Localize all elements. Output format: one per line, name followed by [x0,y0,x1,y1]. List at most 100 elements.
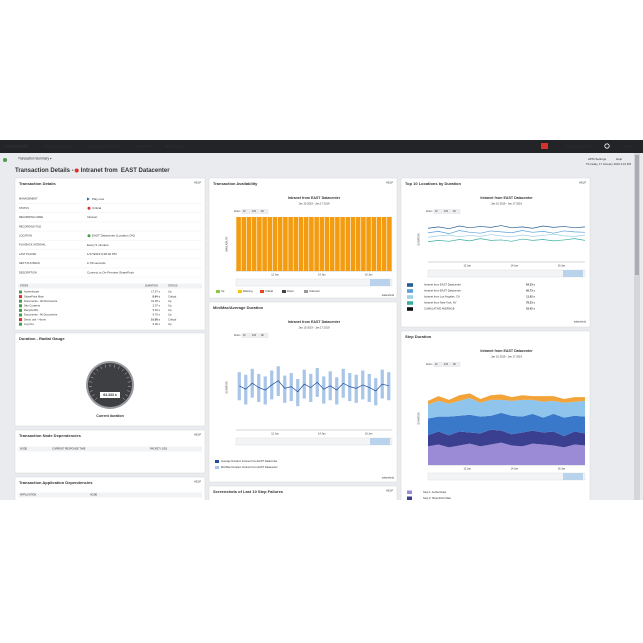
bar [251,217,257,271]
nav-menu-item[interactable]: MY DASHBOARDS ▾ [45,144,74,148]
step-status: Up [168,322,172,326]
gauge-caption: Current duration [96,414,124,418]
zoom-button[interactable] [442,209,452,214]
step-name[interactable]: Log Out [24,322,34,326]
panel-title: Screenshots of Last 10 Step Failures [213,489,284,494]
help-link[interactable]: HELP [386,489,393,493]
step-name[interactable]: Site Contents [24,304,41,308]
gauge-tick-decor [121,368,124,372]
help-link[interactable]: HELP [194,480,201,484]
location-duration: 64.33 s [526,283,535,287]
settings-link[interactable]: APM Settings [588,157,607,161]
zoom-label: 1h [243,210,246,213]
step-name[interactable]: Documents - All Documents [24,299,58,303]
navigator [427,269,586,278]
zoom-button[interactable] [241,209,251,214]
navigator-window[interactable] [370,438,390,445]
nav-menu-item[interactable]: REPORTS ▾ [135,144,152,148]
gauge-tick-decor [104,364,106,368]
help-link[interactable]: HELP [579,181,586,185]
step-name[interactable]: Authenticate [24,290,39,294]
x-tick-label: 12 Jan [463,468,471,471]
bar [345,217,351,271]
step-status: Critical [168,317,177,321]
zoom-button[interactable] [442,362,452,367]
step-name[interactable]: Demo usb - Home [24,317,46,321]
legend-label: Step 2: SharePoint Main [423,496,452,500]
chart-subtitle: Jan 10 2019 - Jan 17 2019 [299,202,330,206]
step-name[interactable]: SharePoint Main [24,294,44,298]
chart-title: Intranet from EAST Datacenter [288,196,341,200]
bar [361,217,366,271]
location-name[interactable]: Intranet from Los Angeles, CA [424,295,460,299]
series-line [427,238,586,243]
gauge-tick-decor [92,372,96,375]
location-name[interactable]: Intranet from New York, NY [424,301,457,305]
navigator [427,472,586,481]
zoom-button[interactable] [451,362,461,367]
nav-help[interactable]: HELP [624,144,632,148]
panel-title: Step Duration [405,334,432,339]
zoom-button[interactable] [451,209,461,214]
bar [376,217,382,271]
y-axis-label: DURATION [418,233,421,246]
y-axis-label: DURATION [418,412,421,425]
gauge-tick-decor [125,394,129,397]
top-nav [0,140,643,153]
help-link[interactable]: HELP [194,433,201,437]
navigator-window[interactable] [563,473,583,480]
location-name[interactable]: Intranet from EAST Datacenter [424,289,461,293]
x-tick-label: 16 Jan [365,274,373,277]
detail-label: RECORDING FILE [19,224,41,228]
bar [314,217,319,271]
help-link[interactable]: HELP [194,181,201,185]
zoom-button[interactable] [241,333,251,338]
zoom-button[interactable] [433,209,443,214]
location-name[interactable]: Intranet from EAST Datacenter [424,283,461,287]
navigator-window[interactable] [563,270,583,277]
nav-user[interactable]: GUEST (LOGOUT) [565,144,591,148]
legend-swatch [407,289,413,293]
gauge-tick-decor [127,390,131,392]
alert-badge[interactable] [541,143,548,149]
bar [381,217,387,271]
page-title-name: Intranet [81,168,103,174]
vendor-logo: solarwinds [574,320,587,324]
zoom-button[interactable] [250,333,260,338]
legend-swatch [407,295,413,299]
min-max-box [296,379,300,407]
step-name[interactable]: Documents - All Documents [24,313,58,317]
step-name[interactable]: Recycle Bin [24,308,39,312]
x-tick-label: 14 Jan [318,433,326,436]
nav-menu-item[interactable]: SETTINGS ▾ [165,144,183,148]
legend-swatch [215,466,219,469]
zoom-button[interactable] [433,362,443,367]
breadcrumb[interactable]: Transaction Summary ▾ [18,156,52,160]
step-status: Up [168,308,172,312]
legend-swatch [407,307,413,311]
chart-subtitle: Jan 10 2019 - Jan 17 2019 [299,326,330,330]
scrollbar-thumb[interactable] [635,155,639,275]
bar [387,217,392,271]
table-header [18,492,202,498]
legend-label: Up [221,289,225,293]
zoom-button[interactable] [259,209,269,214]
gauge-tick-decor [117,366,120,370]
bar [262,217,267,271]
nav-menu-item[interactable]: ALERTS & ACTIVITY ▾ [88,144,119,148]
search-icon[interactable] [604,143,610,149]
series-line [427,233,586,238]
zoom-button[interactable] [250,209,260,214]
series-line [427,230,586,235]
help-link[interactable]: HELP [386,181,393,185]
navigator-window[interactable] [370,279,390,286]
zoom-button[interactable] [259,333,269,338]
location-duration: 59.73 s [526,289,535,293]
help-link[interactable]: Help [616,157,623,161]
panel-title: Transaction Application Dependencies [19,480,93,485]
bar [335,217,340,271]
detail-value: EAST Datacenter (Location ON) [92,234,135,238]
play-icon [87,197,90,201]
zoom-label: Zoom [426,210,432,213]
chart-subtitle: Jan 10 2019 - Jan 17 2019 [491,202,522,206]
